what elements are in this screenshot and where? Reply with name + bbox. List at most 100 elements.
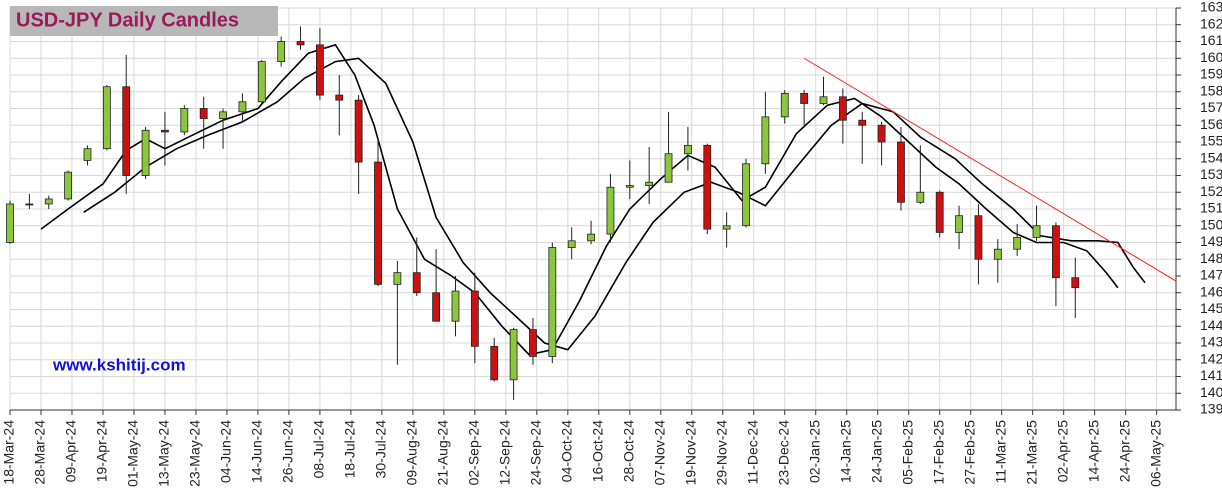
candle-body bbox=[470, 290, 479, 347]
y-tick-label: 159 bbox=[1200, 66, 1222, 82]
x-tick-label: 30-Jul-24 bbox=[373, 420, 389, 479]
candle-body bbox=[102, 86, 111, 150]
candle-body bbox=[393, 272, 402, 285]
x-tick-label: 07-Nov-24 bbox=[651, 420, 667, 486]
candle-body bbox=[780, 93, 789, 118]
x-tick-label: 27-Feb-25 bbox=[961, 420, 977, 485]
candle-body bbox=[703, 144, 712, 230]
candle-body bbox=[625, 185, 634, 188]
candle-body bbox=[335, 94, 344, 101]
candle-body bbox=[606, 186, 615, 235]
candle-body bbox=[645, 181, 654, 186]
x-tick-label: 14-Jun-24 bbox=[249, 420, 265, 483]
candle-body bbox=[64, 171, 73, 200]
x-tick-label: 26-Jun-24 bbox=[280, 420, 296, 483]
candle-body bbox=[897, 141, 905, 203]
candle-body bbox=[1052, 225, 1060, 279]
candle-body bbox=[122, 86, 131, 176]
x-tick-label: 16-Oct-24 bbox=[590, 420, 606, 482]
x-tick-label: 29-Nov-24 bbox=[713, 420, 729, 486]
candle-body bbox=[354, 99, 363, 163]
candle-body bbox=[412, 272, 421, 294]
candle-body bbox=[742, 163, 750, 227]
y-tick-label: 144 bbox=[1200, 317, 1222, 333]
y-tick-label: 147 bbox=[1200, 267, 1222, 283]
candle-body bbox=[219, 111, 227, 119]
candle-body bbox=[916, 191, 925, 203]
candle-body bbox=[83, 148, 92, 161]
candle-body bbox=[993, 248, 1002, 260]
candle-body bbox=[819, 96, 828, 104]
x-tick-label: 21-Mar-25 bbox=[1023, 420, 1039, 485]
x-tick-label: 02-Apr-25 bbox=[1054, 420, 1070, 482]
x-tick-label: 06-May-25 bbox=[1147, 420, 1163, 487]
y-tick-label: 150 bbox=[1200, 216, 1222, 232]
x-tick-label: 01-May-24 bbox=[125, 420, 141, 487]
x-tick-label: 04-Oct-24 bbox=[559, 420, 575, 482]
y-tick-label: 146 bbox=[1200, 283, 1222, 299]
x-tick-label: 28-Mar-24 bbox=[32, 420, 48, 485]
x-tick-label: 14-Jan-25 bbox=[837, 420, 853, 483]
y-tick-label: 148 bbox=[1200, 250, 1222, 266]
x-tick-label: 24-Sep-24 bbox=[528, 420, 544, 486]
candle-body bbox=[296, 41, 305, 46]
candle-body bbox=[548, 247, 557, 357]
candle-body bbox=[838, 96, 847, 121]
x-tick-label: 08-Jul-24 bbox=[311, 420, 327, 479]
y-tick-label: 161 bbox=[1200, 32, 1222, 48]
y-tick-label: 156 bbox=[1200, 116, 1222, 132]
x-tick-label: 19-Nov-24 bbox=[682, 420, 698, 486]
candle-body bbox=[684, 144, 692, 155]
y-tick-label: 163 bbox=[1200, 0, 1222, 15]
x-tick-label: 19-Apr-24 bbox=[94, 420, 110, 482]
x-tick-label: 13-May-24 bbox=[156, 420, 172, 487]
candle-body bbox=[567, 240, 576, 248]
y-tick-label: 157 bbox=[1200, 99, 1222, 115]
candle-body bbox=[1013, 237, 1022, 250]
candle-body bbox=[722, 225, 731, 230]
x-tick-label: 18-Mar-24 bbox=[1, 420, 17, 485]
candle-body bbox=[161, 129, 169, 133]
x-tick-label: 02-Jan-25 bbox=[806, 420, 822, 483]
candle-body bbox=[432, 292, 441, 322]
candle-body bbox=[141, 129, 150, 176]
x-tick-label: 11-Dec-24 bbox=[744, 420, 760, 485]
x-tick-label: 23-May-24 bbox=[187, 420, 203, 487]
candle-body bbox=[44, 198, 53, 205]
x-tick-label: 02-Sep-24 bbox=[466, 420, 482, 486]
x-tick-label: 11-Mar-25 bbox=[992, 420, 1008, 484]
x-tick-label: 18-Jul-24 bbox=[342, 420, 358, 479]
candle-body bbox=[800, 93, 809, 104]
candle-body bbox=[529, 329, 537, 357]
candle-body bbox=[955, 215, 963, 233]
candle-body bbox=[877, 124, 886, 143]
y-tick-label: 141 bbox=[1200, 367, 1222, 383]
candle-body bbox=[587, 233, 595, 242]
x-tick-label: 28-Oct-24 bbox=[621, 420, 637, 482]
y-tick-label: 155 bbox=[1200, 133, 1222, 149]
title-box bbox=[10, 6, 278, 36]
y-tick-label: 143 bbox=[1200, 334, 1222, 350]
y-tick-label: 149 bbox=[1200, 233, 1222, 249]
x-tick-label: 21-Aug-24 bbox=[435, 420, 451, 486]
candle-body bbox=[199, 108, 208, 119]
y-tick-label: 145 bbox=[1200, 300, 1222, 316]
y-tick-label: 142 bbox=[1200, 350, 1222, 366]
candle-body bbox=[6, 203, 14, 243]
candle-body bbox=[451, 290, 460, 322]
x-tick-label: 14-Apr-25 bbox=[1085, 420, 1101, 482]
watermark: www.kshitij.com bbox=[52, 355, 186, 374]
x-tick-label: 05-Feb-25 bbox=[899, 420, 915, 485]
candle-body bbox=[257, 61, 266, 103]
candle-body bbox=[180, 108, 189, 133]
y-tick-label: 158 bbox=[1200, 82, 1222, 98]
candle-body bbox=[509, 329, 518, 381]
y-tick-label: 153 bbox=[1200, 166, 1222, 182]
candle-body bbox=[490, 345, 499, 381]
candle-body bbox=[374, 161, 382, 285]
candle-body bbox=[858, 119, 867, 126]
y-tick-label: 139 bbox=[1200, 401, 1222, 417]
candle-body bbox=[238, 101, 247, 113]
candle-body bbox=[316, 44, 324, 96]
